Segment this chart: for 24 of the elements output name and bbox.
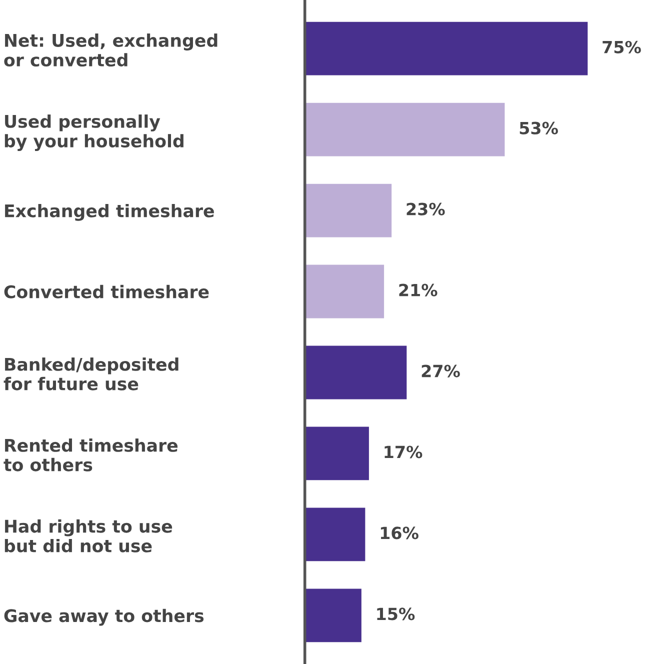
y-tick-label: Exchanged timeshare xyxy=(5,204,214,221)
y-tick-label: Banked/deposited for future use xyxy=(4,357,178,390)
y-tick-label: Gave away to others xyxy=(4,608,204,626)
bar xyxy=(304,588,362,642)
y-tick-label: Had rights to use but did not use xyxy=(4,519,172,552)
data-label: 23% xyxy=(406,202,445,216)
y-tick-label: Net: Used, exchanged or converted xyxy=(4,34,218,67)
y-tick-label: Converted timeshare xyxy=(4,284,209,298)
bar xyxy=(304,508,366,562)
bar xyxy=(304,426,369,480)
y-tick-label: Rented timeshare to others xyxy=(4,438,178,472)
bar xyxy=(304,346,407,400)
data-label: 27% xyxy=(422,364,460,378)
bar xyxy=(304,22,588,76)
data-label: 53% xyxy=(520,122,558,134)
data-label: 21% xyxy=(399,284,438,296)
y-tick-label: Used personally by your household xyxy=(4,114,184,152)
data-label: 15% xyxy=(377,608,415,620)
data-label: 75% xyxy=(602,40,641,54)
bar xyxy=(304,102,505,156)
data-label: 16% xyxy=(380,526,418,540)
data-label: 17% xyxy=(384,446,422,458)
bar xyxy=(304,184,392,238)
bar xyxy=(304,264,384,318)
